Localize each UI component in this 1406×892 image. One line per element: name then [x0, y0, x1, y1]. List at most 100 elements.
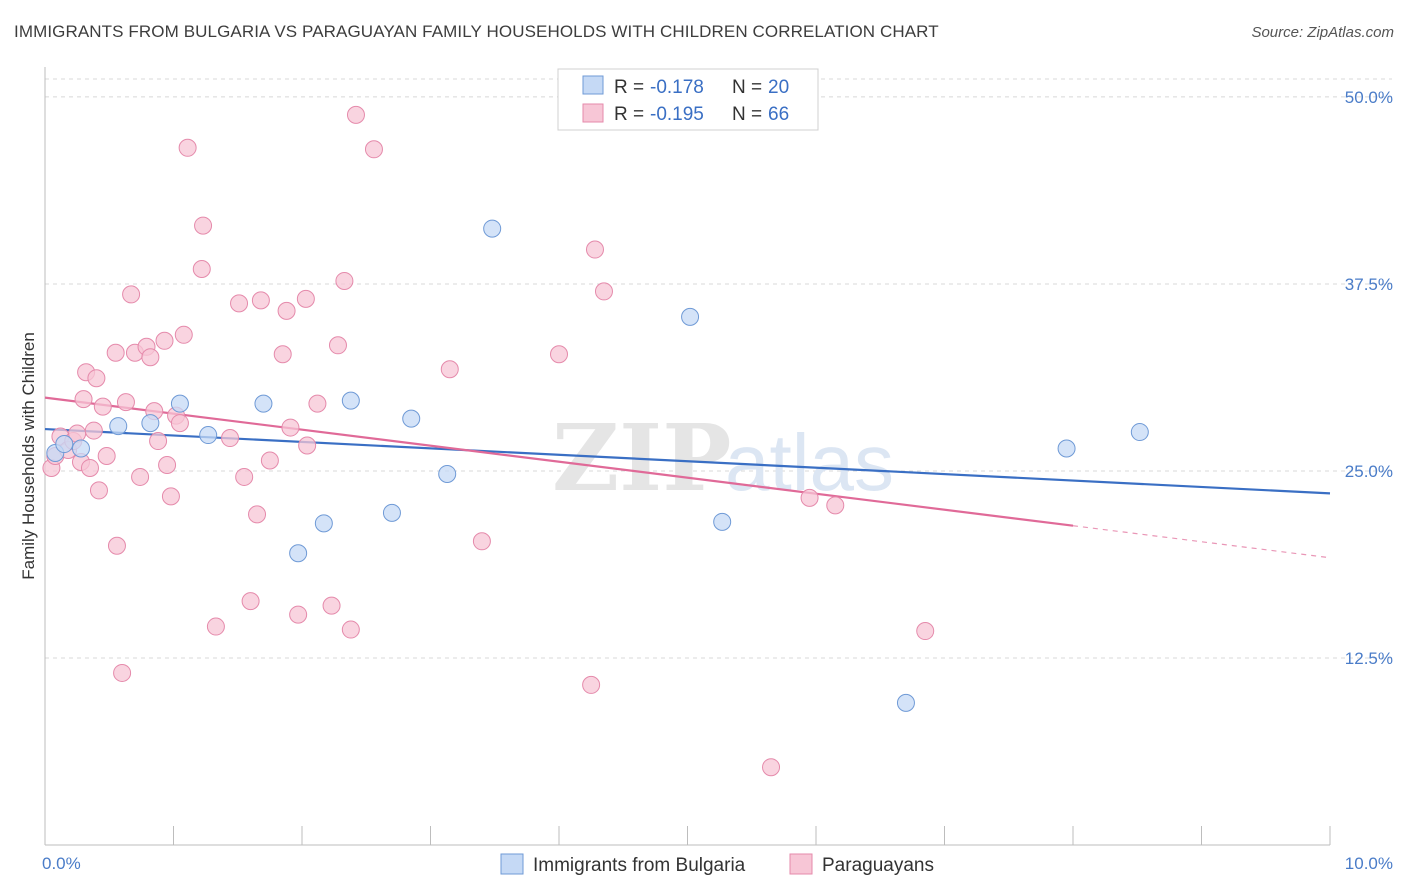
point-paraguayans-64	[826, 496, 845, 515]
point-paraguayans-32	[178, 138, 197, 157]
axes	[44, 67, 1331, 846]
point-paraguayans-55	[364, 140, 383, 159]
point-paraguayans-13	[93, 397, 112, 416]
point-bulgaria-18	[1057, 439, 1076, 458]
trend-lines	[44, 396, 1331, 559]
point-paraguayans-26	[155, 331, 174, 350]
point-paraguayans-19	[122, 285, 141, 304]
point-bulgaria-12	[402, 409, 421, 428]
point-bulgaria-4	[141, 414, 160, 433]
y-tick-label-2: 37.5%	[1345, 275, 1393, 294]
point-paraguayans-39	[241, 592, 260, 611]
point-paraguayans-25	[149, 432, 168, 451]
point-paraguayans-51	[328, 336, 347, 355]
point-bulgaria-19	[1130, 423, 1149, 442]
y-tick-label-1: 25.0%	[1345, 462, 1393, 481]
point-paraguayans-18	[116, 393, 135, 412]
point-bulgaria-15	[681, 307, 700, 326]
y-tick-label-0: 12.5%	[1345, 649, 1393, 668]
bottom-legend: Immigrants from Bulgaria Paraguayans	[500, 853, 934, 876]
point-paraguayans-63	[800, 488, 819, 507]
point-bulgaria-11	[382, 503, 401, 522]
point-paraguayans-37	[230, 294, 249, 313]
point-paraguayans-7	[74, 390, 93, 409]
point-paraguayans-59	[582, 675, 601, 694]
point-paraguayans-53	[341, 620, 360, 639]
point-paraguayans-33	[194, 216, 213, 235]
point-paraguayans-23	[141, 348, 160, 367]
source-credit: Source: ZipAtlas.com	[1251, 24, 1394, 41]
trend-line-0	[44, 427, 1331, 495]
point-bulgaria-13	[438, 464, 457, 483]
legend-r-value-1: -0.178	[650, 77, 704, 98]
point-paraguayans-52	[335, 271, 354, 290]
data-points	[42, 105, 1149, 777]
point-paraguayans-46	[289, 605, 308, 624]
point-paraguayans-61	[594, 282, 613, 301]
point-paraguayans-11	[87, 369, 106, 388]
point-bulgaria-9	[314, 514, 333, 533]
point-paraguayans-49	[308, 394, 327, 413]
legend-swatch-pink	[582, 103, 604, 123]
point-paraguayans-12	[89, 481, 108, 500]
point-paraguayans-9	[80, 458, 99, 477]
point-paraguayans-14	[97, 447, 116, 465]
point-paraguayans-27	[158, 455, 177, 474]
point-paraguayans-60	[585, 240, 604, 259]
legend-r-value-2: -0.195	[650, 104, 704, 125]
point-paraguayans-58	[550, 345, 568, 364]
point-bulgaria-7	[254, 394, 273, 413]
trend-line-extension-1	[1072, 525, 1331, 559]
point-paraguayans-45	[281, 418, 300, 437]
bottom-legend-label-pink: Paraguayans	[822, 855, 934, 876]
point-bulgaria-10	[341, 391, 360, 410]
point-paraguayans-34	[192, 259, 211, 278]
bottom-legend-label-blue: Immigrants from Bulgaria	[533, 855, 746, 876]
legend-n-value-2: 66	[768, 104, 789, 125]
grid-lines	[45, 78, 1392, 659]
point-bulgaria-14	[483, 219, 502, 238]
point-paraguayans-43	[273, 345, 292, 364]
point-bulgaria-2	[71, 439, 90, 458]
top-legend: R = -0.178 N = 20 R = -0.195 N = 66	[557, 68, 819, 131]
bottom-legend-swatch-blue	[500, 853, 524, 875]
legend-r-label-1: R =	[614, 77, 644, 98]
point-paraguayans-10	[84, 421, 103, 440]
point-paraguayans-54	[346, 105, 365, 124]
point-paraguayans-41	[251, 291, 270, 310]
legend-n-value-1: 20	[768, 77, 789, 98]
y-tick-label-3: 50.0%	[1345, 88, 1393, 107]
point-paraguayans-40	[248, 505, 267, 524]
bottom-legend-swatch-pink	[789, 853, 813, 875]
point-paraguayans-50	[322, 596, 341, 615]
x-tick-label-1: 10.0%	[1345, 854, 1393, 873]
legend-swatch-blue	[582, 75, 604, 95]
legend-n-label-1: N =	[732, 77, 762, 98]
x-tick-label-0: 0.0%	[42, 854, 81, 873]
point-paraguayans-28	[161, 487, 180, 506]
point-paraguayans-65	[916, 622, 935, 641]
point-paraguayans-17	[113, 663, 132, 682]
point-bulgaria-1	[55, 435, 74, 454]
point-paraguayans-36	[221, 429, 240, 448]
point-paraguayans-42	[260, 451, 279, 470]
legend-r-label-2: R =	[614, 104, 644, 125]
point-bulgaria-17	[896, 693, 915, 712]
point-paraguayans-30	[170, 414, 189, 433]
tick-labels: 12.5% 25.0% 37.5% 50.0% 0.0% 10.0%	[42, 88, 1393, 873]
trend-line-1	[44, 396, 1074, 527]
point-paraguayans-31	[174, 325, 193, 344]
point-paraguayans-62	[762, 758, 781, 777]
point-paraguayans-38	[235, 467, 254, 486]
point-paraguayans-47	[296, 289, 315, 308]
point-bulgaria-5	[170, 394, 189, 413]
point-paraguayans-15	[106, 343, 125, 362]
point-bulgaria-8	[289, 544, 308, 563]
legend-n-label-2: N =	[732, 104, 762, 125]
chart-title: IMMIGRANTS FROM BULGARIA VS PARAGUAYAN F…	[14, 22, 939, 41]
point-paraguayans-16	[107, 536, 126, 555]
point-bulgaria-3	[109, 417, 128, 436]
point-paraguayans-57	[472, 532, 491, 551]
point-paraguayans-48	[298, 436, 317, 455]
